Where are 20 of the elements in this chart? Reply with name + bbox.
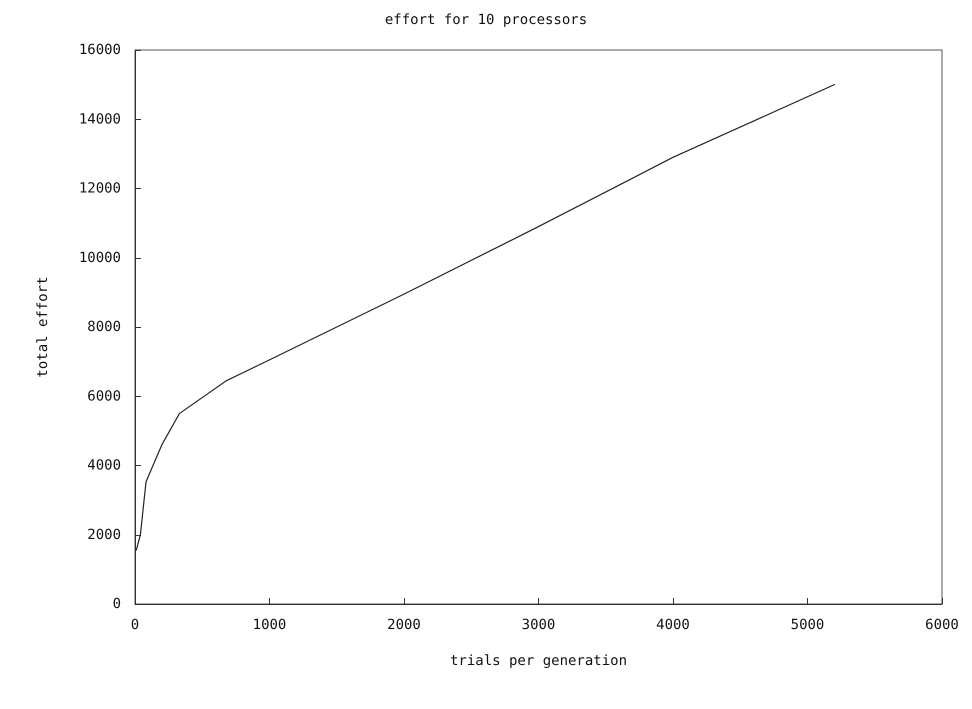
x-tick-label: 5000 <box>790 617 824 633</box>
y-tick-label: 6000 <box>87 388 121 404</box>
line-series <box>136 84 835 551</box>
x-tick-label: 4000 <box>656 617 690 633</box>
x-tick-label: 1000 <box>252 617 286 633</box>
y-tick-label: 2000 <box>87 526 121 543</box>
y-tick-label: 0 <box>112 596 121 612</box>
y-tick-label: 12000 <box>78 180 121 196</box>
x-tick-label: 6000 <box>925 617 959 633</box>
y-tick-label: 16000 <box>78 42 121 58</box>
x-axis-title: trials per generation <box>450 653 628 669</box>
y-tick-label: 4000 <box>87 458 121 474</box>
y-tick-label: 8000 <box>87 319 121 335</box>
x-tick-label: 3000 <box>522 617 556 633</box>
y-tick-label: 10000 <box>78 250 121 266</box>
x-tick-label: 0 <box>130 617 140 633</box>
y-tick-label: 14000 <box>78 111 121 128</box>
y-axis-title: total effort <box>35 276 51 378</box>
chart-title: effort for 10 processors <box>384 12 588 28</box>
x-tick-label: 2000 <box>387 617 421 633</box>
